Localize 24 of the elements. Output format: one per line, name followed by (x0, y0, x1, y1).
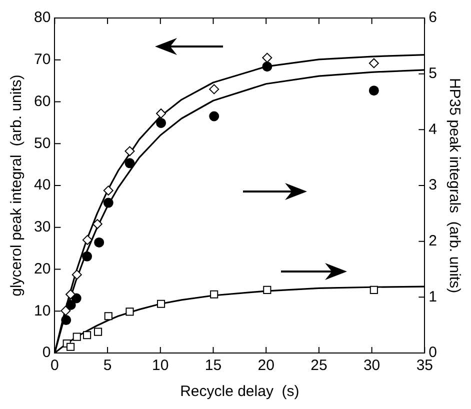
y2-axis-title: HP35 peak integrals (arb. units) (446, 78, 463, 294)
y-tick-label: 60 (34, 92, 51, 110)
y-tick-label: 10 (34, 302, 51, 320)
x-tick-label: 5 (103, 357, 112, 374)
x-axis-title: Recycle delay (s) (180, 383, 300, 400)
x-tick-label: 30 (363, 357, 380, 374)
x-tick-label: 10 (152, 357, 169, 374)
y-axis-title: glycerol peak integral (arb. units) (8, 74, 26, 296)
y-tick-label: 30 (34, 218, 51, 236)
y2-tick-label: 3 (428, 176, 437, 194)
y-tick-label: 0 (42, 344, 51, 362)
y2-tick-label: 4 (428, 120, 437, 138)
y-tick-label: 40 (34, 176, 51, 194)
x-tick-label: 15 (204, 357, 222, 374)
y-tick-label: 80 (34, 9, 51, 26)
x-tick-label: 20 (258, 357, 274, 374)
y2-tick-label: 2 (428, 232, 437, 250)
y-tick-label: 20 (34, 260, 51, 278)
y2-tick-label: 6 (428, 9, 437, 26)
x-tick-label: 25 (310, 357, 328, 374)
y-tick-label: 70 (34, 51, 51, 68)
y2-tick-label: 5 (428, 64, 437, 82)
y2-tick-label: 1 (428, 288, 437, 306)
y-tick-label: 50 (34, 134, 51, 152)
